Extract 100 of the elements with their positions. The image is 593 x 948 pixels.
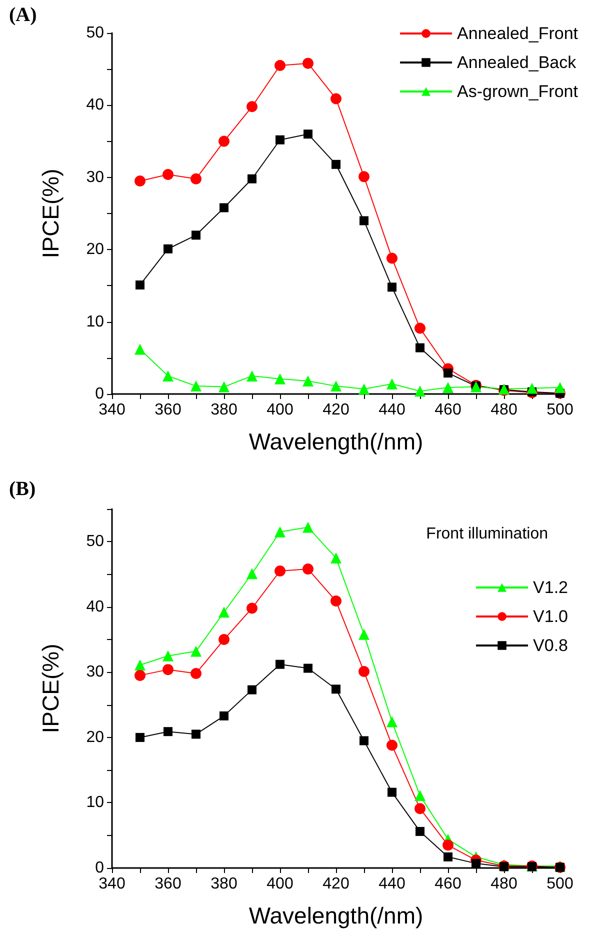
point bbox=[332, 684, 340, 694]
point bbox=[302, 564, 314, 575]
annotation: Front illumination bbox=[426, 526, 548, 542]
point bbox=[276, 135, 284, 144]
x-tick-label: 340 bbox=[98, 402, 126, 418]
y-tick-label: 50 bbox=[86, 533, 104, 550]
x-tick-label: 460 bbox=[434, 402, 462, 418]
point bbox=[330, 93, 342, 104]
x-tick-label: 480 bbox=[490, 876, 518, 892]
y-tick-label: 50 bbox=[86, 24, 104, 42]
x-tick-label: 340 bbox=[98, 876, 126, 892]
point bbox=[190, 668, 202, 679]
point bbox=[190, 380, 202, 392]
point bbox=[192, 730, 200, 739]
point bbox=[386, 378, 398, 390]
point bbox=[274, 60, 286, 71]
point bbox=[162, 169, 174, 180]
x-tick-label: 380 bbox=[210, 402, 238, 418]
point bbox=[134, 670, 146, 681]
legend-label: Annealed_Back bbox=[457, 53, 577, 72]
chart-title: (B) bbox=[9, 478, 36, 500]
point bbox=[416, 826, 424, 836]
point bbox=[302, 58, 314, 69]
point bbox=[414, 803, 426, 814]
point bbox=[358, 171, 370, 182]
point bbox=[246, 370, 258, 382]
point bbox=[332, 160, 340, 169]
point bbox=[472, 858, 480, 868]
point bbox=[164, 727, 172, 736]
point bbox=[444, 852, 452, 862]
legend-label: V1.2 bbox=[533, 578, 568, 597]
point bbox=[414, 790, 426, 802]
y-axis-title: IPCE(%) bbox=[38, 644, 64, 734]
point bbox=[246, 602, 258, 614]
y-tick-label: 40 bbox=[86, 96, 104, 114]
point bbox=[220, 711, 228, 720]
point bbox=[248, 174, 256, 184]
point bbox=[276, 660, 284, 669]
point bbox=[302, 522, 314, 533]
point bbox=[442, 840, 454, 851]
point bbox=[162, 370, 174, 382]
point bbox=[248, 685, 256, 694]
point bbox=[192, 230, 200, 240]
point bbox=[360, 216, 368, 226]
point bbox=[388, 788, 396, 797]
x-tick-label: 360 bbox=[154, 876, 182, 892]
point bbox=[386, 252, 398, 264]
x-tick-label: 440 bbox=[378, 876, 406, 892]
point bbox=[386, 740, 398, 751]
point bbox=[246, 101, 258, 112]
point bbox=[246, 568, 258, 580]
point bbox=[218, 634, 230, 646]
point bbox=[134, 660, 146, 670]
point bbox=[190, 173, 202, 184]
point bbox=[218, 381, 230, 392]
point bbox=[358, 666, 370, 678]
point bbox=[274, 566, 286, 577]
y-tick-label: 10 bbox=[86, 313, 104, 330]
point bbox=[162, 650, 174, 662]
point bbox=[134, 344, 146, 355]
x-axis-title: Wavelength(/nm) bbox=[248, 902, 424, 928]
point bbox=[218, 606, 230, 618]
point bbox=[358, 628, 370, 640]
y-tick-label: 30 bbox=[86, 168, 104, 186]
y-tick-label: 0 bbox=[95, 860, 104, 876]
x-axis-title: Wavelength(/nm) bbox=[248, 428, 424, 454]
point bbox=[444, 368, 452, 378]
y-tick-label: 20 bbox=[86, 728, 104, 746]
point bbox=[190, 646, 202, 657]
point bbox=[386, 716, 398, 728]
legend-label: Annealed_Front bbox=[457, 24, 578, 43]
point bbox=[220, 203, 228, 212]
point bbox=[136, 280, 144, 290]
x-tick-label: 500 bbox=[546, 402, 574, 418]
y-tick-label: 20 bbox=[86, 241, 104, 258]
point bbox=[274, 526, 286, 538]
point bbox=[526, 382, 538, 394]
point bbox=[360, 736, 368, 746]
x-tick-label: 420 bbox=[322, 402, 350, 418]
point bbox=[304, 664, 312, 673]
x-tick-label: 400 bbox=[266, 876, 294, 892]
point bbox=[134, 176, 146, 187]
x-tick-label: 480 bbox=[490, 402, 518, 418]
point bbox=[164, 244, 172, 254]
point bbox=[136, 732, 144, 742]
legend-label: V0.8 bbox=[533, 636, 568, 655]
point bbox=[388, 282, 396, 292]
y-tick-label: 40 bbox=[86, 598, 104, 616]
x-tick-label: 380 bbox=[210, 876, 238, 892]
point bbox=[162, 664, 174, 676]
point bbox=[302, 376, 314, 387]
point bbox=[414, 322, 426, 334]
point bbox=[274, 373, 286, 384]
point bbox=[330, 596, 342, 607]
point bbox=[358, 383, 370, 394]
point bbox=[416, 343, 424, 352]
chart-title: (A) bbox=[9, 4, 37, 26]
x-tick-label: 460 bbox=[434, 876, 462, 892]
point bbox=[218, 136, 230, 147]
point bbox=[330, 552, 342, 564]
